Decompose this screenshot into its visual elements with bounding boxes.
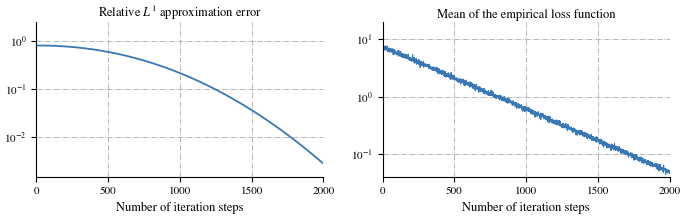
Title: Mean of the empirical loss function: Mean of the empirical loss function (437, 9, 616, 21)
X-axis label: Number of iteration steps: Number of iteration steps (116, 202, 244, 214)
X-axis label: Number of iteration steps: Number of iteration steps (462, 202, 590, 214)
Title: Relative $L^1$ approximation error: Relative $L^1$ approximation error (98, 4, 262, 22)
